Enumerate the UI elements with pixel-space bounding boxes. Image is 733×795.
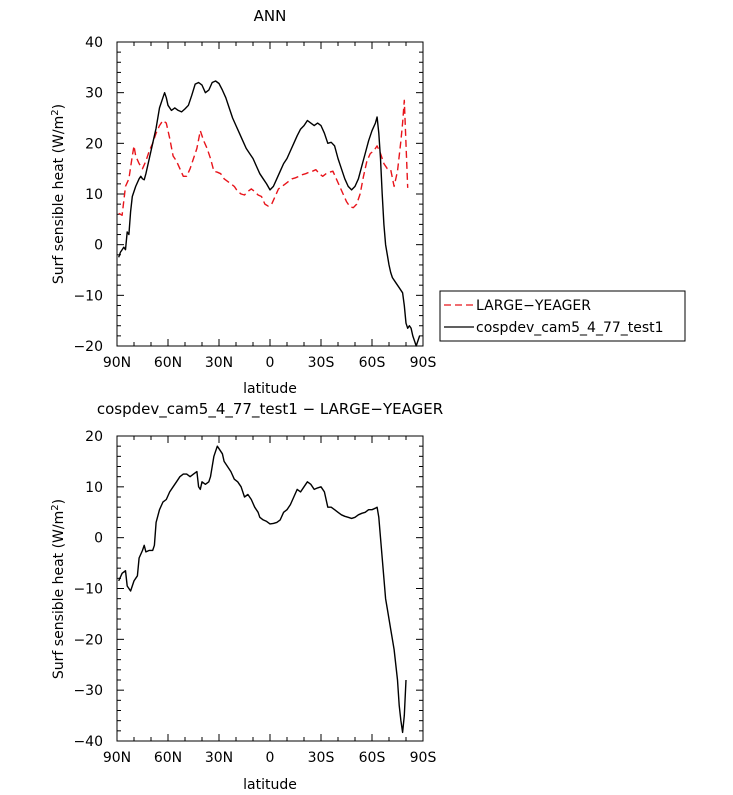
legend-label-large-yeager: LARGE−YEAGER [476, 298, 591, 314]
x-tick-label: 0 [266, 355, 275, 371]
plot-frame-top [116, 41, 424, 347]
x-tick-label: 30N [205, 750, 233, 766]
y-tick-labels-bottom: 20 10 0 −10 −20 −30 −40 [73, 429, 103, 750]
y-tick-labels-top: 40 30 20 10 0 −10 −20 [73, 35, 103, 355]
x-tick-label: 60N [154, 355, 182, 371]
y-tick-label: −40 [73, 734, 103, 750]
y-tick-label: 30 [85, 86, 103, 102]
x-tick-label: 0 [266, 750, 275, 766]
plot-frame-bottom [116, 435, 424, 742]
x-tick-labels-bottom: 90N 60N 30N 0 30S 60S 90S [103, 750, 437, 766]
y-tick-label: 10 [85, 480, 103, 496]
tick-marks-top [116, 41, 424, 347]
x-tick-label: 60N [154, 750, 182, 766]
x-tick-labels-top: 90N 60N 30N 0 30S 60S 90S [103, 355, 437, 371]
legend: LARGE−YEAGER cospdev_cam5_4_77_test1 [439, 290, 686, 342]
y-tick-label: −10 [73, 288, 103, 304]
tick-marks-bottom [116, 435, 424, 742]
x-tick-label: 90N [103, 355, 131, 371]
chart-panel-top: ANN latitude Surf sensible heat (W/m2) 9… [50, 7, 436, 397]
x-tick-label: 90S [410, 750, 437, 766]
y-tick-label: 20 [85, 429, 103, 445]
chart-title-top: ANN [254, 7, 287, 25]
y-axis-label-bottom: Surf sensible heat (W/m2) [50, 499, 67, 679]
chart-title-bottom: cospdev_cam5_4_77_test1 − LARGE−YEAGER [97, 400, 443, 419]
y-tick-label: 10 [85, 187, 103, 203]
series-line-difference-bottom [118, 445, 407, 734]
y-tick-label: 0 [94, 531, 103, 547]
x-tick-label: 30N [205, 355, 233, 371]
x-tick-label: 60S [359, 750, 386, 766]
x-tick-label: 30S [308, 355, 335, 371]
y-tick-label: −10 [73, 582, 103, 598]
y-axis-label-top: Surf sensible heat (W/m2) [50, 104, 67, 284]
x-tick-label: 60S [359, 355, 386, 371]
x-tick-label: 90S [410, 355, 437, 371]
y-tick-label: 20 [85, 136, 103, 152]
series-line-cospdev-cam5-4-77-test1 [118, 80, 421, 347]
legend-label-cospdev: cospdev_cam5_4_77_test1 [476, 320, 664, 336]
legend-box [439, 290, 686, 342]
y-tick-label: 0 [94, 238, 103, 254]
series-line-large-yeager [118, 99, 409, 217]
x-axis-label-bottom: latitude [243, 777, 297, 793]
chart-panel-bottom: cospdev_cam5_4_77_test1 − LARGE−YEAGER l… [50, 400, 443, 793]
series-lines-top [118, 80, 421, 347]
x-tick-label: 90N [103, 750, 131, 766]
series-lines-bottom [118, 445, 407, 734]
y-tick-label: −20 [73, 632, 103, 648]
y-tick-label: 40 [85, 35, 103, 51]
y-tick-label: −20 [73, 339, 103, 355]
y-tick-label: −30 [73, 683, 103, 699]
x-axis-label-top: latitude [243, 381, 297, 397]
x-tick-label: 30S [308, 750, 335, 766]
